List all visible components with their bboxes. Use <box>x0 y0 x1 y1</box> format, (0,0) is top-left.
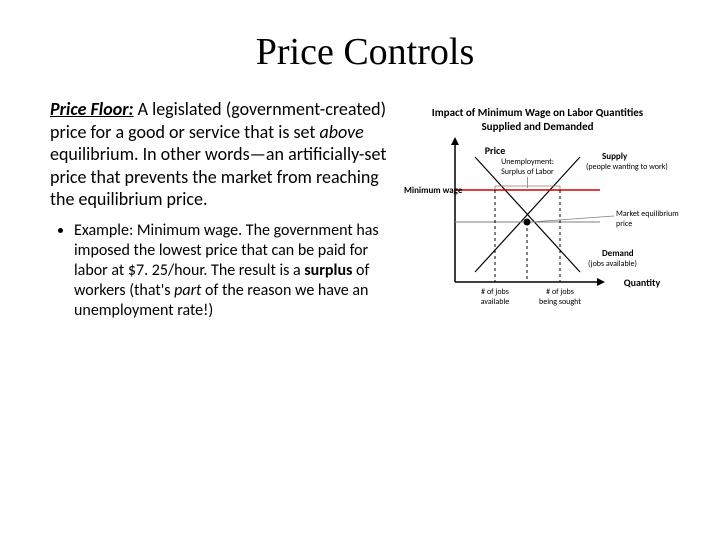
svg-text:Demand: Demand <box>602 248 634 259</box>
svg-text:price: price <box>616 219 632 229</box>
svg-text:Quantity: Quantity <box>624 276 661 289</box>
svg-text:# of jobs: # of jobs <box>481 287 509 297</box>
svg-text:Supplied and Demanded: Supplied and Demanded <box>481 120 593 133</box>
example-list: Example: Minimum wage. The government ha… <box>74 221 390 321</box>
example-surplus-word: surplus <box>304 261 352 280</box>
example-item: Example: Minimum wage. The government ha… <box>74 221 390 321</box>
example-part-word: part <box>174 281 201 300</box>
svg-text:being sought: being sought <box>539 297 581 307</box>
svg-text:Minimum wage: Minimum wage <box>404 185 463 196</box>
svg-text:Market equilibrium: Market equilibrium <box>616 209 679 219</box>
svg-text:# of jobs: # of jobs <box>546 287 574 297</box>
definition-body-after: equilibrium. In other words—an artificia… <box>50 143 386 210</box>
text-column: Price Floor: A legislated (government-cr… <box>50 98 390 325</box>
svg-text:(jobs available): (jobs available) <box>588 259 637 269</box>
definition-above-word: above <box>319 121 363 143</box>
svg-text:Surplus of Labor: Surplus of Labor <box>501 167 554 177</box>
chart-column: Impact of Minimum Wage on Labor Quantiti… <box>400 102 680 322</box>
slide: Price Controls Price Floor: A legislated… <box>0 0 720 540</box>
svg-text:Supply: Supply <box>602 151 628 162</box>
slide-title: Price Controls <box>50 30 680 74</box>
svg-text:available: available <box>481 297 510 307</box>
term-price-floor: Price Floor: <box>50 98 134 120</box>
svg-text:(people wanting to work): (people wanting to work) <box>586 162 668 172</box>
svg-text:Impact of Minimum Wage on Labo: Impact of Minimum Wage on Labor Quantiti… <box>432 106 644 119</box>
svg-text:Unemployment:: Unemployment: <box>501 157 554 167</box>
content-row: Price Floor: A legislated (government-cr… <box>50 98 680 325</box>
definition-paragraph: Price Floor: A legislated (government-cr… <box>50 98 390 211</box>
svg-text:Price: Price <box>485 144 506 157</box>
minimum-wage-chart: Impact of Minimum Wage on Labor Quantiti… <box>400 102 680 322</box>
